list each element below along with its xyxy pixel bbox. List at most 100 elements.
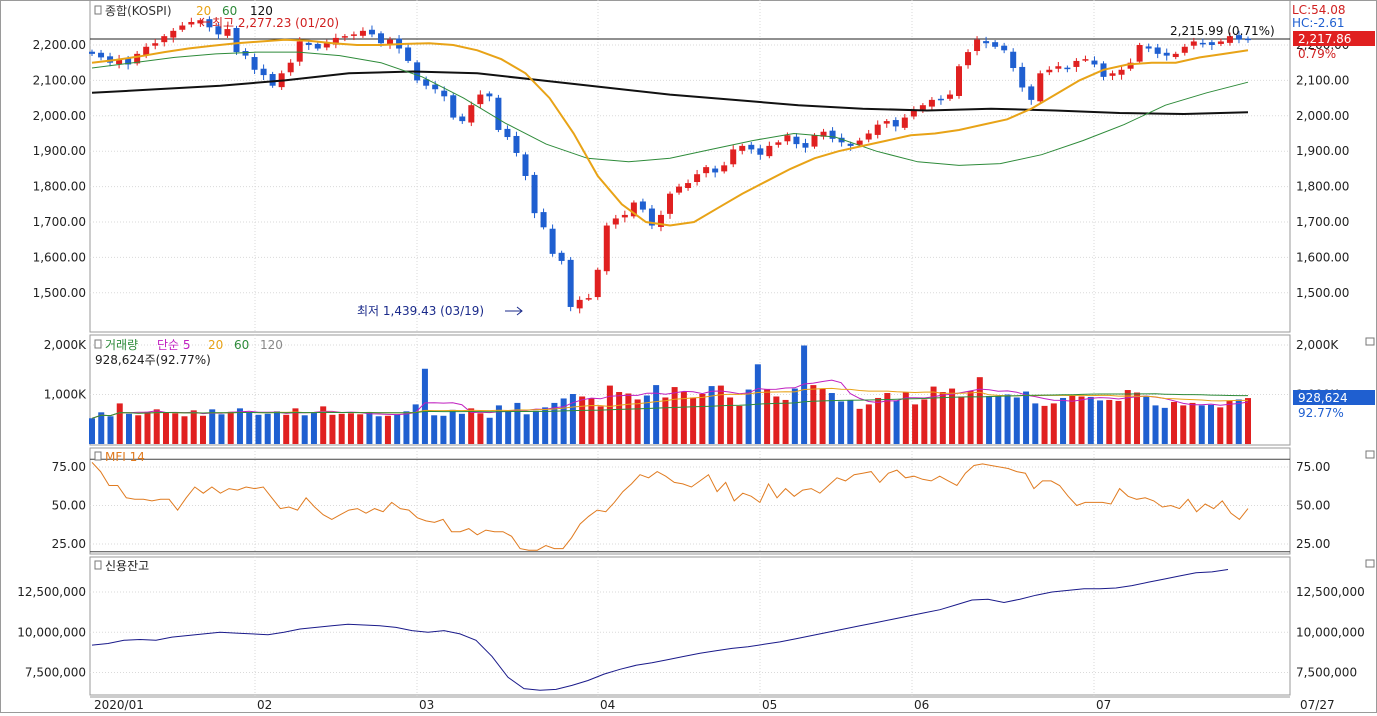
last-price-annotation: 2,215.99 (0.71%) [1170, 24, 1275, 38]
volume-bar [1087, 396, 1094, 444]
volume-bar [671, 387, 678, 444]
volume-bar [828, 393, 835, 444]
price-candles [89, 16, 1290, 316]
volume-bar [939, 392, 946, 444]
candle-body [910, 110, 917, 117]
close-panel-icon[interactable] [1365, 559, 1375, 568]
price-y-tick-left: 2,000.00 [33, 109, 86, 123]
volume-bar [1180, 405, 1187, 444]
volume-bar [551, 402, 558, 444]
volume-y-tick-left: 2,000K [44, 338, 87, 352]
credit-panel-frame[interactable] [89, 556, 1291, 696]
volume-bar [514, 402, 521, 444]
volume-bar [384, 415, 391, 444]
volume-bar [773, 396, 780, 444]
candle-body [847, 143, 854, 146]
candle-body [405, 47, 412, 61]
volume-bar [606, 385, 613, 444]
volume-bar [1152, 405, 1159, 444]
candle-body [1055, 66, 1062, 69]
volume-bar [801, 345, 808, 444]
volume-bar [1097, 400, 1104, 444]
close-panel-icon[interactable] [1365, 450, 1375, 459]
volume-box-pct: 92.77% [1298, 406, 1344, 420]
candle-body [89, 51, 95, 54]
candle-body [459, 116, 466, 122]
volume-bar [791, 388, 798, 444]
credit-series-line [91, 569, 1229, 691]
candle-body [125, 58, 132, 65]
candle-body [1082, 59, 1089, 61]
candle-body [802, 143, 809, 148]
panel-collapse-icon[interactable] [94, 339, 102, 349]
volume-bar [967, 391, 974, 444]
volume-bar [366, 412, 373, 444]
price-y-tick-right: 1,700.00 [1296, 215, 1349, 229]
volume-bar [1245, 398, 1251, 444]
volume-bar [616, 392, 623, 444]
volume-bar [893, 400, 900, 444]
volume-bar [588, 398, 595, 444]
candle-body [1208, 42, 1215, 45]
volume-bar [625, 393, 632, 444]
credit-title: 신용잔고 [105, 559, 149, 573]
candle-body [983, 41, 990, 44]
candle-body [1154, 47, 1161, 54]
volume-bar [662, 397, 669, 444]
candle-body [648, 208, 655, 226]
hc-label: HC:-2.61 [1292, 16, 1345, 30]
volume-bar [745, 389, 752, 444]
volume-bar [810, 385, 817, 444]
mfi-series-line [91, 462, 1249, 551]
price-ma20-label: 20 [196, 4, 211, 18]
volume-bar [560, 398, 567, 444]
volume-bar [736, 405, 743, 444]
panel-collapse-icon[interactable] [94, 560, 102, 570]
candle-body [522, 154, 529, 176]
ma120-line [91, 70, 1249, 116]
volume-ma20-label: 20 [208, 338, 223, 352]
volume-bar [375, 416, 382, 444]
mfi-panel-frame[interactable] [89, 447, 1291, 555]
candle-body [350, 34, 357, 36]
candle-body [1163, 52, 1170, 56]
candle-body [1136, 45, 1143, 62]
candle-body [901, 117, 908, 128]
candle-body [323, 43, 330, 48]
credit-y-tick-left: 10,000,000 [17, 625, 86, 639]
volume-bar [153, 409, 160, 444]
candle-body [820, 131, 827, 137]
panel-collapse-icon[interactable] [94, 451, 102, 461]
price-panel-frame[interactable] [89, 0, 1291, 333]
candle-body [829, 130, 836, 139]
volume-bar [199, 415, 206, 444]
close-panel-icon[interactable] [1365, 337, 1375, 346]
x-tick-label: 2020/01 [94, 698, 144, 712]
candle-body [486, 93, 493, 97]
volume-bar [172, 413, 179, 444]
panel-collapse-icon[interactable] [94, 5, 102, 15]
volume-bar [255, 414, 262, 444]
volume-title: 거래량 [105, 338, 138, 352]
candle-body [965, 52, 972, 66]
candle-body [242, 51, 249, 56]
volume-bar [320, 406, 327, 444]
candle-body [892, 120, 899, 127]
candle-body [928, 99, 935, 107]
candle-body [784, 135, 791, 142]
price-y-tick-right: 1,800.00 [1296, 180, 1349, 194]
candle-body [603, 225, 610, 272]
candle-body [757, 148, 764, 155]
candle-body [224, 29, 231, 36]
candle-body [721, 165, 728, 172]
ma20-line [91, 38, 1249, 227]
mfi-line [91, 462, 1249, 551]
price-box [1293, 31, 1375, 46]
price-ma60-label: 60 [222, 4, 237, 18]
candle-body [504, 128, 511, 138]
mfi-y-tick-left: 75.00 [52, 460, 86, 474]
candle-body [1217, 41, 1224, 44]
candle-body [576, 299, 583, 309]
volume-bar [875, 397, 882, 444]
candle-body [974, 39, 981, 52]
